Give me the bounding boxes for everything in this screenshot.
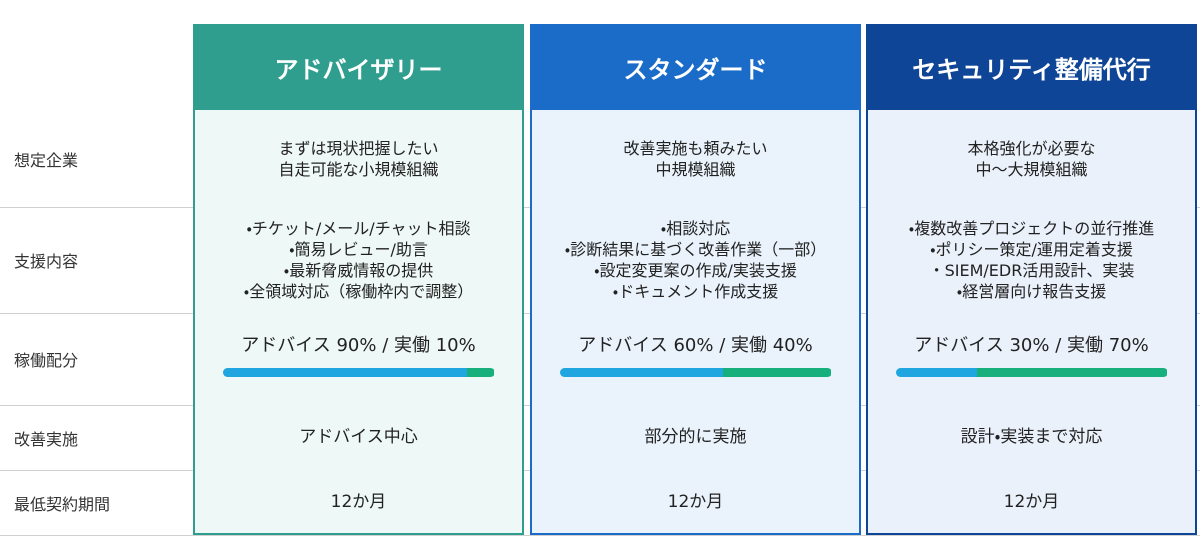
support-item: ・簡易レビュー/助言: [289, 240, 428, 259]
target-line: 中規模組織: [655, 159, 736, 179]
period: 12か月: [667, 492, 724, 512]
cell: まずは現状把握したい 自走可能な小規模組織: [193, 110, 524, 207]
cell: 部分的に実施: [530, 405, 861, 470]
support-item: ・ドキュメント作成支援: [612, 282, 779, 301]
improvement: アドバイス中心: [299, 427, 418, 447]
cell: 改善実施も頼みたい 中規模組織: [530, 110, 861, 207]
allocation-text: アドバイス 60% / 実働 40%: [578, 335, 813, 356]
allocation-bar: [895, 368, 1168, 377]
row-label: 稼働配分: [14, 351, 79, 370]
period: 12か月: [1003, 492, 1060, 512]
cell: 設計・実装まで対応: [866, 405, 1197, 470]
cell: ・複数改善プロジェクトの並行推進 ・ポリシー策定/運用定着支援 ・SIEM/EDR活…: [866, 207, 1197, 313]
advice-segment: [895, 368, 978, 377]
row-label: 改善実施: [14, 429, 79, 449]
cell: アドバイス 90% / 実働 10%: [193, 313, 524, 405]
support-item: ・経営層向け報告支援: [956, 282, 1107, 301]
row-label: 支援内容: [14, 252, 79, 271]
advice-segment: [559, 368, 723, 377]
support-item: ・相談対応: [660, 219, 731, 238]
cell: アドバイス中心: [193, 405, 524, 470]
target-line: 本格強化が必要な: [967, 138, 1096, 158]
work-segment: [467, 368, 495, 377]
cell: アドバイス 60% / 実働 40%: [530, 313, 861, 405]
work-segment: [977, 368, 1168, 377]
allocation-text: アドバイス 90% / 実働 10%: [241, 335, 476, 356]
allocation-bar: [559, 368, 832, 377]
row-label: 想定企業: [14, 150, 79, 170]
support-item: ・ポリシー策定/運用定着支援: [930, 240, 1133, 259]
plan-header: アドバイザリー: [193, 24, 524, 110]
target-line: 自走可能な小規模組織: [278, 159, 439, 179]
cell: ・相談対応・診断結果に基づく改善作業（一部） ・設定変更案の作成/実装支援 ・ドキュ…: [530, 207, 861, 313]
improvement: 部分的に実施: [644, 427, 747, 447]
work-segment: [722, 368, 832, 377]
support-item: ・SIEM/EDR活用設計、実装: [928, 261, 1135, 280]
plan-header: セキュリティ整備代行: [866, 24, 1197, 110]
support-item: ・診断結果に基づく改善作業（一部）: [564, 240, 827, 259]
row-label: 最低契約期間: [14, 494, 111, 514]
allocation-bar: [222, 368, 495, 377]
cell: 12か月: [193, 470, 524, 535]
target-line: 改善実施も頼みたい: [623, 138, 768, 158]
allocation-text: アドバイス 30% / 実働 70%: [914, 335, 1149, 356]
cell: 12か月: [530, 470, 861, 535]
support-item: ・設定変更案の作成/実装支援: [594, 261, 797, 280]
plan-header: スタンダード: [530, 24, 861, 110]
cell: ・チケット/メール/チャット相談 ・簡易レビュー/助言 ・最新脅威情報の提供・全領域…: [193, 207, 524, 313]
period: 12か月: [330, 492, 387, 512]
improvement: 設計・実装まで対応: [960, 427, 1103, 447]
target-line: 中〜大規模組織: [975, 159, 1088, 179]
row-separator: [0, 535, 1200, 536]
support-item: ・複数改善プロジェクトの並行推進: [908, 219, 1155, 238]
support-item: ・全領域対応（稼働枠内で調整）: [243, 282, 474, 301]
target-line: まずは現状把握したい: [278, 138, 439, 158]
support-item: ・チケット/メール/チャット相談: [246, 219, 471, 238]
cell: 12か月: [866, 470, 1197, 535]
advice-segment: [222, 368, 468, 377]
cell: アドバイス 30% / 実働 70%: [866, 313, 1197, 405]
support-item: ・最新脅威情報の提供: [283, 261, 434, 280]
cell: 本格強化が必要な 中〜大規模組織: [866, 110, 1197, 207]
